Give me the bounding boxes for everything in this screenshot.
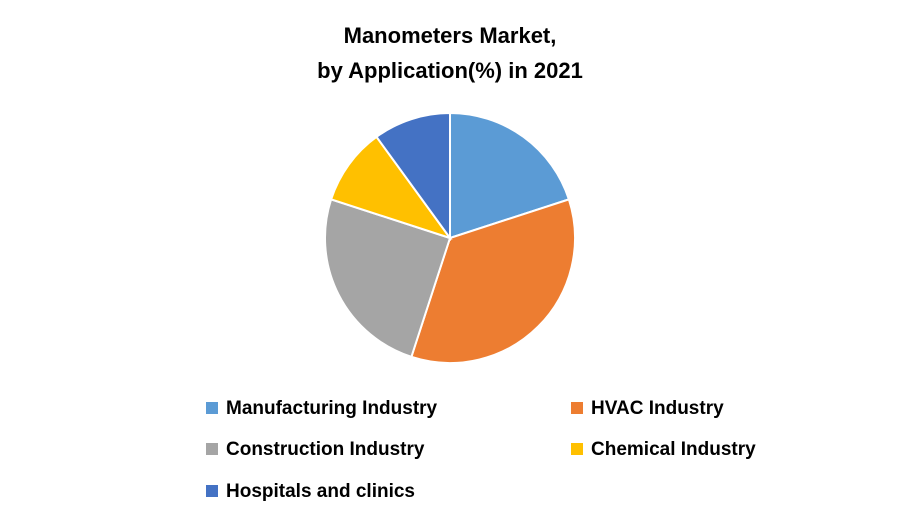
pie-slice — [329, 135, 453, 240]
pie-slice — [449, 111, 571, 240]
legend-swatch — [206, 443, 218, 455]
legend-label: Manufacturing Industry — [226, 398, 438, 419]
pie-slice — [410, 198, 576, 364]
legend-swatch — [206, 485, 218, 497]
legend-label: HVAC Industry — [591, 398, 724, 419]
legend-label: Hospitals and clinics — [226, 481, 415, 502]
legend-label: Construction Industry — [226, 439, 425, 460]
chart-title: by Application(%) in 2021 — [317, 58, 583, 83]
legend-swatch — [571, 402, 583, 414]
pie-slice — [375, 111, 451, 242]
legend-label: Chemical Industry — [591, 439, 756, 460]
legend-swatch — [571, 443, 583, 455]
pie-slice — [324, 198, 452, 359]
chart-title: Manometers Market, — [344, 23, 557, 48]
legend-swatch — [206, 402, 218, 414]
